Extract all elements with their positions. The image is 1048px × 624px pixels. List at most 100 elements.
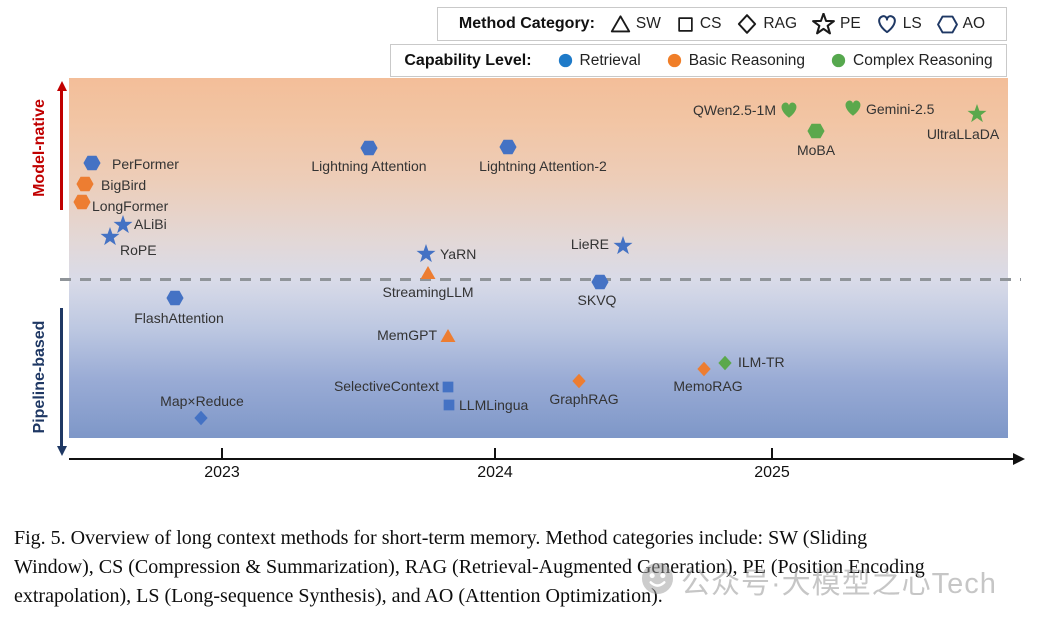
legend-item-ls: LS [876, 13, 922, 35]
data-point-marker-streamingllm [419, 264, 437, 282]
data-point-marker-memgpt [439, 327, 457, 345]
circle-icon [665, 51, 684, 70]
circle-icon [829, 51, 848, 70]
method-category-legend-items: SW CS RAG PE LS AO [610, 12, 986, 36]
model-native-axis-label: Model-native [31, 99, 48, 197]
pipeline-based-down-arrow-icon [56, 446, 67, 456]
model-native-up-arrow-icon [56, 81, 67, 91]
divider-dashed-line [60, 278, 1021, 281]
hexagon-icon [936, 14, 958, 35]
data-point-label-ilm-tr: ILM-TR [738, 354, 785, 370]
heart-icon [876, 13, 898, 35]
legend-item-label: Retrieval [579, 51, 641, 69]
data-point-label-ultrallada: UltraLLaDA [926, 126, 1000, 142]
data-point-marker-selectivecontext [440, 379, 456, 395]
data-point-marker-skvq [591, 273, 610, 292]
caption-line-3: extrapolation), LS (Long-sequence Synthe… [14, 585, 663, 607]
data-point-label-bigbird: BigBird [101, 177, 147, 193]
capability-level-legend-items: Retrieval Basic Reasoning Complex Reasonin… [556, 51, 993, 70]
legend-item-rag: RAG [736, 13, 797, 35]
legend-item-label: CS [699, 15, 722, 32]
data-point-marker-gemini-2-5 [843, 98, 864, 119]
data-point-label-selectivecontext: SelectiveContext [333, 378, 439, 394]
data-point-marker-rope [100, 227, 121, 248]
data-point-label-moba: MoBA [796, 142, 836, 158]
triangle-icon [610, 14, 631, 35]
data-point-marker-bigbird [76, 175, 95, 194]
plot-area [69, 78, 1008, 438]
method-category-legend: Method Category: SW CS RAG PE LS AO [437, 7, 1007, 41]
caption-line-2: Window), CS (Compression & Summarization… [14, 556, 925, 578]
data-point-label-graphrag: GraphRAG [549, 391, 619, 407]
data-point-marker-longformer [73, 193, 92, 212]
legend-item-ao: AO [936, 14, 986, 35]
caption-line-1: Fig. 5. Overview of long context methods… [14, 527, 868, 549]
data-point-label-memgpt: MemGPT [377, 327, 437, 343]
x-axis-tick-2023 [221, 448, 223, 458]
data-point-label-longformer: LongFormer [92, 198, 169, 214]
legend-item-label: PE [840, 15, 861, 32]
figure-caption: Fig. 5. Overview of long context methods… [14, 524, 1044, 611]
method-category-legend-title: Method Category: [458, 15, 595, 32]
legend-item-label: Basic Reasoning [688, 51, 806, 69]
data-point-label-memorag: MemoRAG [673, 378, 743, 394]
data-point-marker-performer [83, 154, 102, 173]
capability-level-legend: Capability Level: Retrieval Basic Reasoni… [390, 44, 1007, 77]
data-point-marker-llmlingua [441, 397, 457, 413]
x-axis-tick-2025 [771, 448, 773, 458]
data-point-marker-liere [613, 236, 634, 257]
data-point-label-qwen2-5-1m: QWen2.5-1M [693, 102, 776, 118]
model-native-arrow-line [60, 90, 63, 210]
data-point-marker-memorag [695, 360, 713, 378]
data-point-marker-qwen2-5-1m [779, 100, 800, 121]
legend-item-cs: CS [676, 15, 722, 34]
data-point-label-lightning-attention-2: Lightning Attention-2 [479, 158, 607, 174]
diamond-icon [736, 13, 758, 35]
data-point-marker-ilm-tr [716, 354, 734, 372]
x-axis-right-arrow-icon [1013, 453, 1025, 465]
data-point-label-flashattention: FlashAttention [134, 310, 224, 326]
legend-item-pe: PE [812, 12, 861, 36]
square-icon [676, 15, 695, 34]
x-axis-line [69, 458, 1015, 461]
data-point-marker-ultrallada [967, 104, 988, 125]
x-axis-tick-label-2025: 2025 [754, 464, 790, 481]
circle-icon [556, 51, 575, 70]
star-icon [812, 12, 835, 36]
data-point-label-map-reduce: Map×Reduce [160, 393, 244, 409]
x-axis-tick-2024 [494, 448, 496, 458]
data-point-label-streamingllm: StreamingLLM [382, 284, 474, 300]
data-point-label-lightning-attention: Lightning Attention [311, 158, 427, 174]
data-point-marker-alibi [113, 215, 134, 236]
legend-item-label: Complex Reasoning [853, 51, 993, 69]
data-point-label-performer: PerFormer [112, 156, 179, 172]
data-point-label-yarn: YaRN [440, 246, 477, 262]
pipeline-based-axis-label: Pipeline-based [31, 320, 48, 434]
x-axis-tick-label-2023: 2023 [204, 464, 240, 481]
legend-item-label: AO [962, 15, 986, 32]
data-point-label-rope: RoPE [120, 242, 157, 258]
legend-item-retrieval: Retrieval [556, 51, 641, 70]
legend-item-label: RAG [763, 15, 798, 32]
legend-item-complex-reasoning: Complex Reasoning [829, 51, 993, 70]
data-point-label-llmlingua: LLMLingua [459, 397, 529, 413]
legend-item-basic-reasoning: Basic Reasoning [665, 51, 805, 70]
data-point-label-alibi: ALiBi [134, 216, 167, 232]
capability-level-legend-title: Capability Level: [404, 51, 532, 69]
data-point-marker-flashattention [166, 289, 185, 308]
x-axis-tick-label-2024: 2024 [477, 464, 513, 481]
legend-item-sw: SW [610, 14, 661, 35]
data-point-marker-map-reduce [192, 409, 210, 427]
data-point-marker-yarn [416, 244, 437, 265]
data-point-label-gemini-2-5: Gemini-2.5 [866, 101, 935, 117]
data-point-label-liere: LieRE [570, 236, 609, 252]
data-point-marker-graphrag [570, 372, 588, 390]
data-point-marker-lightning-attention [360, 139, 379, 158]
data-point-label-skvq: SKVQ [577, 292, 617, 308]
pipeline-based-arrow-line [60, 308, 63, 446]
legend-item-label: SW [635, 15, 661, 32]
data-point-marker-lightning-attention-2 [499, 138, 518, 157]
data-point-marker-moba [807, 122, 826, 141]
legend-item-label: LS [902, 15, 922, 32]
